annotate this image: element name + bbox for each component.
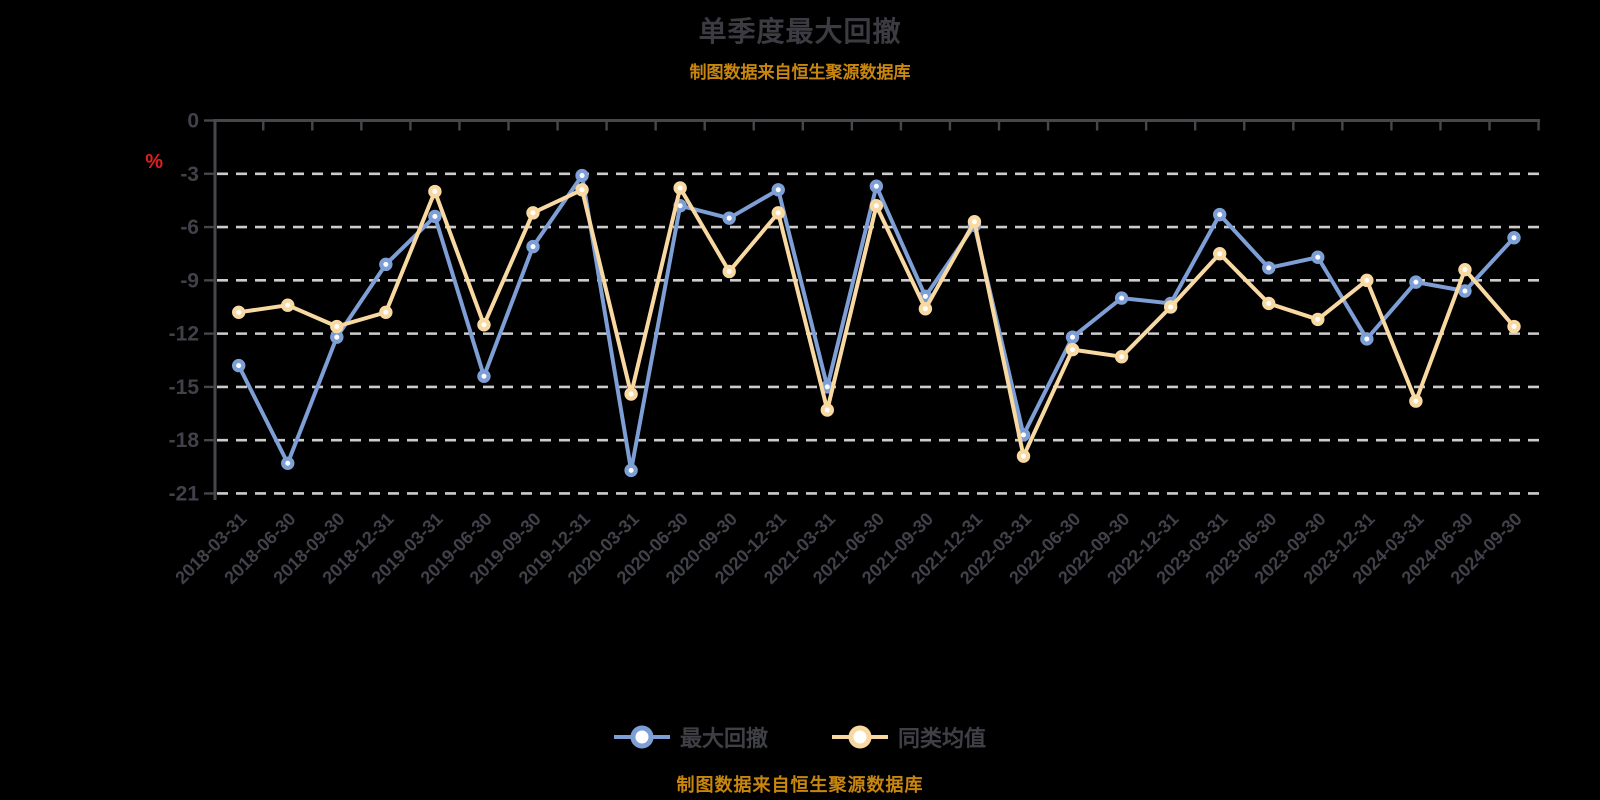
data-point-marker bbox=[1311, 250, 1325, 264]
data-point-marker bbox=[1507, 319, 1521, 334]
data-point-marker bbox=[1458, 284, 1472, 298]
legend-item-max-drawdown[interactable]: 最大回撤 bbox=[613, 721, 768, 753]
data-point-marker bbox=[1262, 261, 1276, 275]
line-marker-icon bbox=[613, 725, 670, 749]
data-point-marker bbox=[575, 183, 589, 197]
y-axis-label: -15 bbox=[169, 376, 200, 399]
data-point-marker bbox=[526, 239, 540, 254]
data-point-marker bbox=[918, 302, 933, 316]
data-point-marker bbox=[673, 181, 687, 195]
data-point-marker bbox=[231, 305, 246, 320]
chart-title: 单季度最大回撤 bbox=[698, 16, 902, 47]
data-point-marker bbox=[1163, 300, 1178, 314]
y-axis-label: -18 bbox=[169, 429, 200, 452]
data-point-marker bbox=[1311, 312, 1325, 327]
data-point-marker bbox=[330, 330, 344, 344]
data-point-marker bbox=[1409, 275, 1423, 289]
data-point-marker bbox=[1114, 291, 1129, 305]
y-axis-label: 0 bbox=[187, 110, 199, 133]
data-point-marker bbox=[575, 168, 589, 183]
data-point-marker bbox=[771, 183, 785, 197]
data-point-marker bbox=[379, 257, 393, 272]
data-point-marker bbox=[1507, 231, 1521, 245]
data-point-marker bbox=[477, 369, 491, 383]
data-point-marker bbox=[869, 179, 884, 193]
data-point-marker bbox=[1262, 296, 1276, 311]
data-point-marker bbox=[428, 184, 442, 199]
data-source-subtitle: 制图数据来自恒生聚源数据库 bbox=[689, 63, 911, 82]
y-axis-label: -21 bbox=[169, 482, 200, 505]
y-axis-label: -9 bbox=[180, 269, 199, 292]
chart-legend: 最大回撤 同类均值 bbox=[0, 721, 1600, 753]
data-point-marker bbox=[1458, 262, 1472, 277]
data-point-marker bbox=[1360, 332, 1374, 346]
data-point-marker bbox=[624, 387, 638, 401]
data-point-marker bbox=[1065, 342, 1080, 357]
y-axis-label: -12 bbox=[169, 323, 199, 346]
data-point-marker bbox=[1065, 330, 1080, 344]
data-point-marker bbox=[820, 403, 835, 417]
data-point-marker bbox=[1360, 273, 1374, 288]
data-point-marker bbox=[1212, 246, 1227, 261]
legend-label: 同类均值 bbox=[898, 726, 987, 751]
data-point-marker bbox=[526, 206, 540, 220]
data-point-marker bbox=[477, 318, 491, 332]
data-point-marker bbox=[1212, 207, 1227, 222]
y-axis-label: -3 bbox=[180, 163, 199, 186]
data-point-marker bbox=[1016, 449, 1031, 463]
data-source-note: 制图数据来自恒生聚源数据库 bbox=[676, 775, 924, 795]
data-point-marker bbox=[1114, 350, 1129, 364]
legend-item-category-average[interactable]: 同类均值 bbox=[832, 721, 986, 753]
data-point-marker bbox=[722, 211, 736, 225]
data-point-marker bbox=[624, 463, 638, 478]
data-point-marker bbox=[428, 209, 442, 224]
data-point-marker bbox=[869, 199, 884, 213]
data-point-marker bbox=[379, 305, 393, 320]
data-point-marker bbox=[1409, 394, 1423, 408]
data-point-marker bbox=[771, 206, 785, 220]
y-axis-unit-label: % bbox=[145, 151, 163, 173]
data-point-marker bbox=[281, 456, 295, 470]
data-point-marker bbox=[722, 264, 736, 279]
legend-label: 最大回撤 bbox=[679, 726, 768, 751]
y-axis-label: -6 bbox=[180, 216, 199, 239]
data-point-marker bbox=[967, 215, 982, 229]
data-point-marker bbox=[281, 298, 295, 312]
line-marker-icon bbox=[832, 725, 888, 749]
data-point-marker bbox=[330, 319, 344, 334]
data-point-marker bbox=[231, 358, 246, 373]
